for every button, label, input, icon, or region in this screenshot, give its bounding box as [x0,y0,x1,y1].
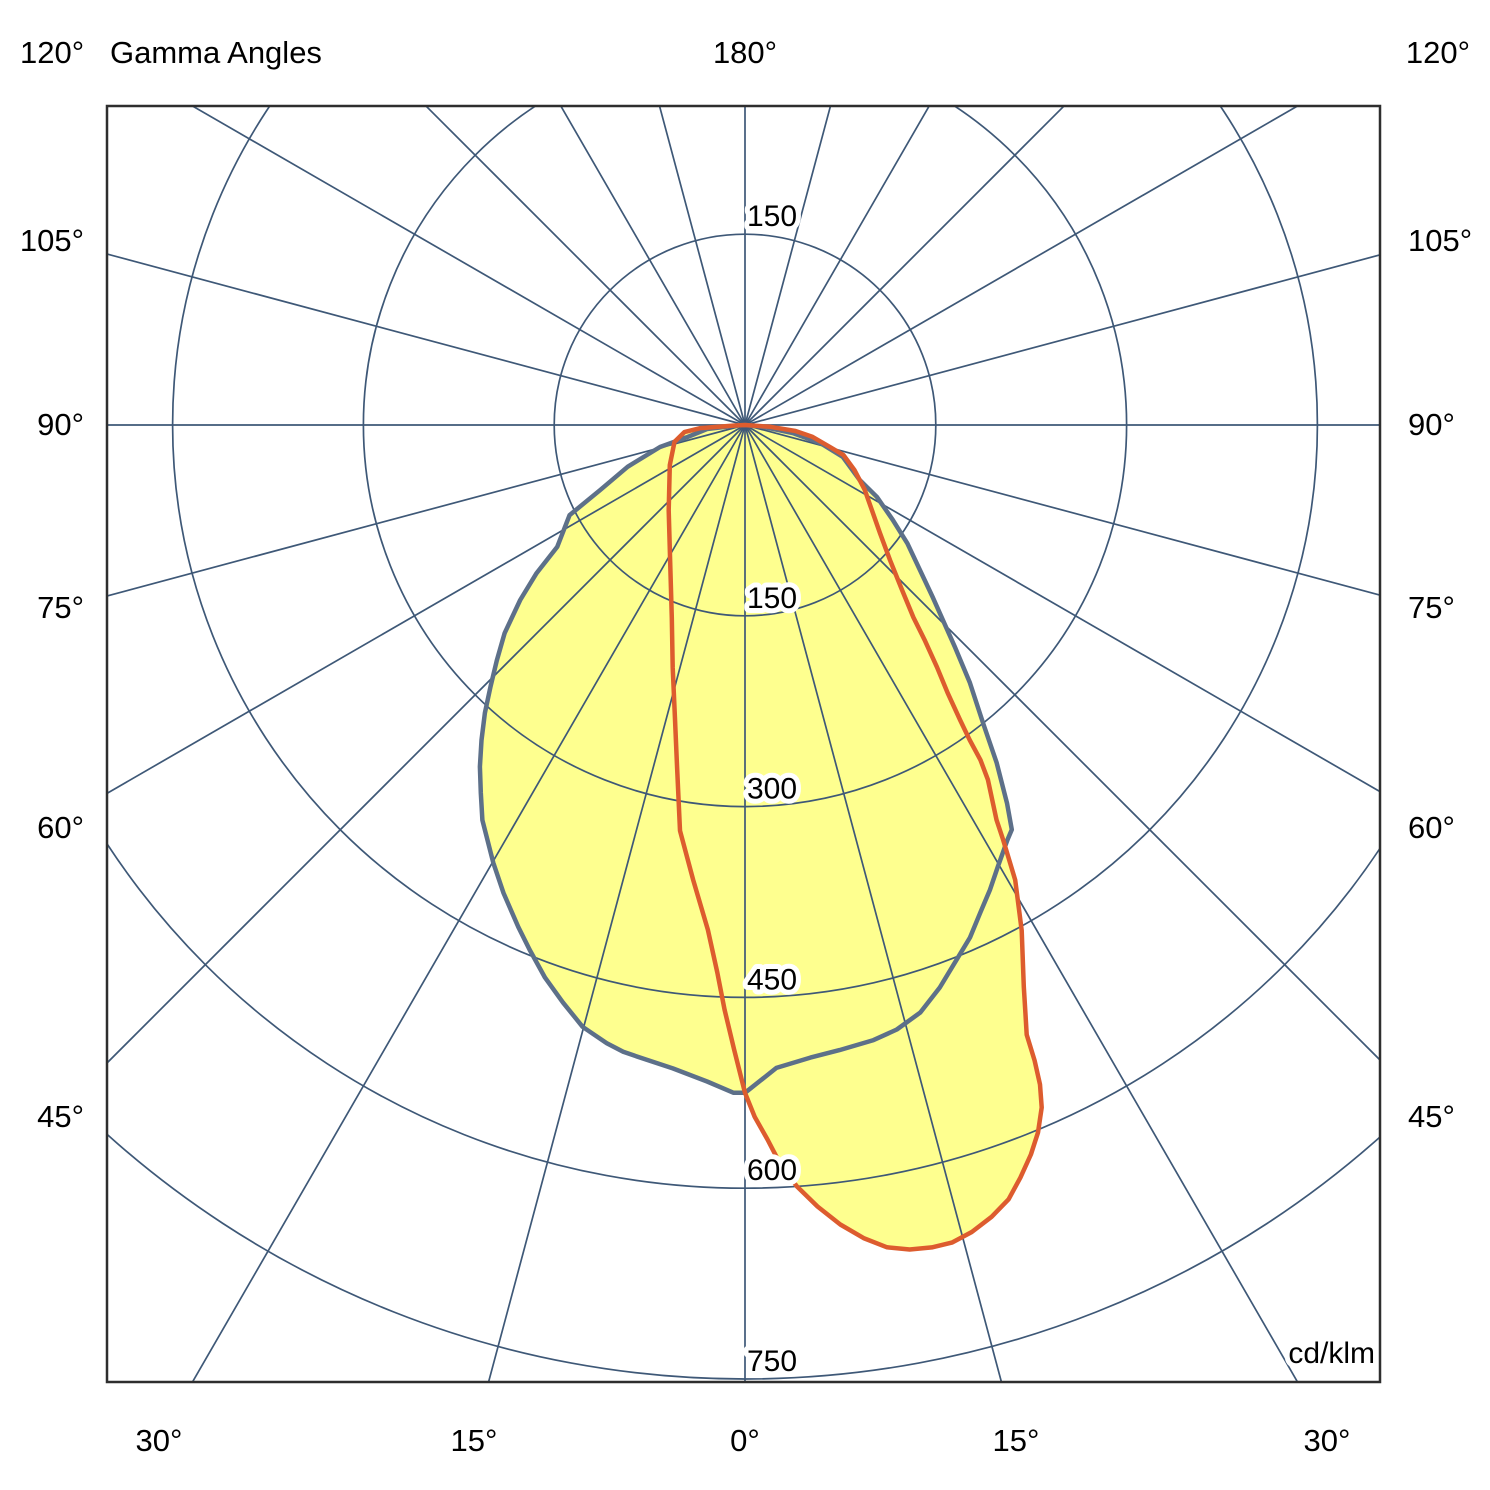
radial-tick-label-upper: 150 [747,200,797,233]
gamma-ray [744,253,1380,426]
radial-grid-circle [362,106,1128,808]
gamma-ray [190,106,746,426]
radial-tick-labels: 150 150 300 450 600 750 [742,195,802,1383]
bottom-angle-label: 15° [993,1423,1040,1458]
left-angle-label: 60° [37,810,84,845]
top-center-angle-label: 180° [713,35,777,70]
radial-tick-label: 750 [747,1345,797,1378]
gamma-ray [107,424,746,1065]
top-left-angle-label: 120° [20,35,84,70]
gamma-ray [658,106,746,426]
gamma-ray [559,106,746,426]
gamma-ray [744,424,1380,1062]
right-angle-label: 90° [1408,407,1455,442]
left-angle-label: 75° [37,590,84,625]
bottom-angle-label: 30° [1304,1423,1351,1458]
gamma-ray [744,424,1380,597]
gamma-ray [744,106,1300,426]
bottom-angle-label: 0° [730,1423,760,1458]
gamma-ray [107,253,746,426]
right-angle-label: 105° [1408,223,1472,258]
intensity-curves [477,422,1044,1252]
plot-border [105,104,1382,1384]
radial-tick-label: 450 [747,963,797,996]
units-label: cd/klm [1288,1337,1375,1370]
gamma-ray [107,424,746,597]
gamma-ray [191,424,746,1382]
gamma-ray [744,106,1066,426]
radial-grid-circle [107,841,1380,1189]
right-angle-label: 60° [1408,810,1455,845]
curve-red [666,422,1044,1252]
radial-tick-label: 300 [747,773,797,806]
gamma-ray [744,424,1299,1382]
left-angle-label: 45° [37,1099,84,1134]
gamma-angle-labels: 105° 90° 75° 60° 45° 105° 90° 75° 60° 45° 30° 15° 0°… [20,223,1472,1458]
left-angle-label: 105° [20,223,84,258]
top-right-angle-label: 120° [1406,35,1470,70]
radial-grid-circle [171,106,1319,999]
radial-grid-circle [553,233,937,617]
gamma-ray [487,424,746,1382]
left-angle-label: 90° [37,407,84,442]
bottom-angle-label: 15° [451,1423,498,1458]
curve-blue [477,422,1015,1096]
gamma-ray [744,106,931,426]
gamma-ray [744,106,832,426]
radial-tick-label: 600 [747,1154,797,1187]
bottom-angle-label: 30° [136,1423,183,1458]
right-angle-label: 75° [1408,590,1455,625]
gamma-ray [424,106,746,426]
gamma-ray [744,424,1380,793]
gamma-ray [107,424,746,795]
gamma-ray [744,424,1003,1382]
radial-tick-label: 150 [747,582,797,615]
right-angle-label: 45° [1408,1099,1455,1134]
radial-grid-circle [107,1132,1380,1380]
page-title: Gamma Angles [110,35,322,70]
